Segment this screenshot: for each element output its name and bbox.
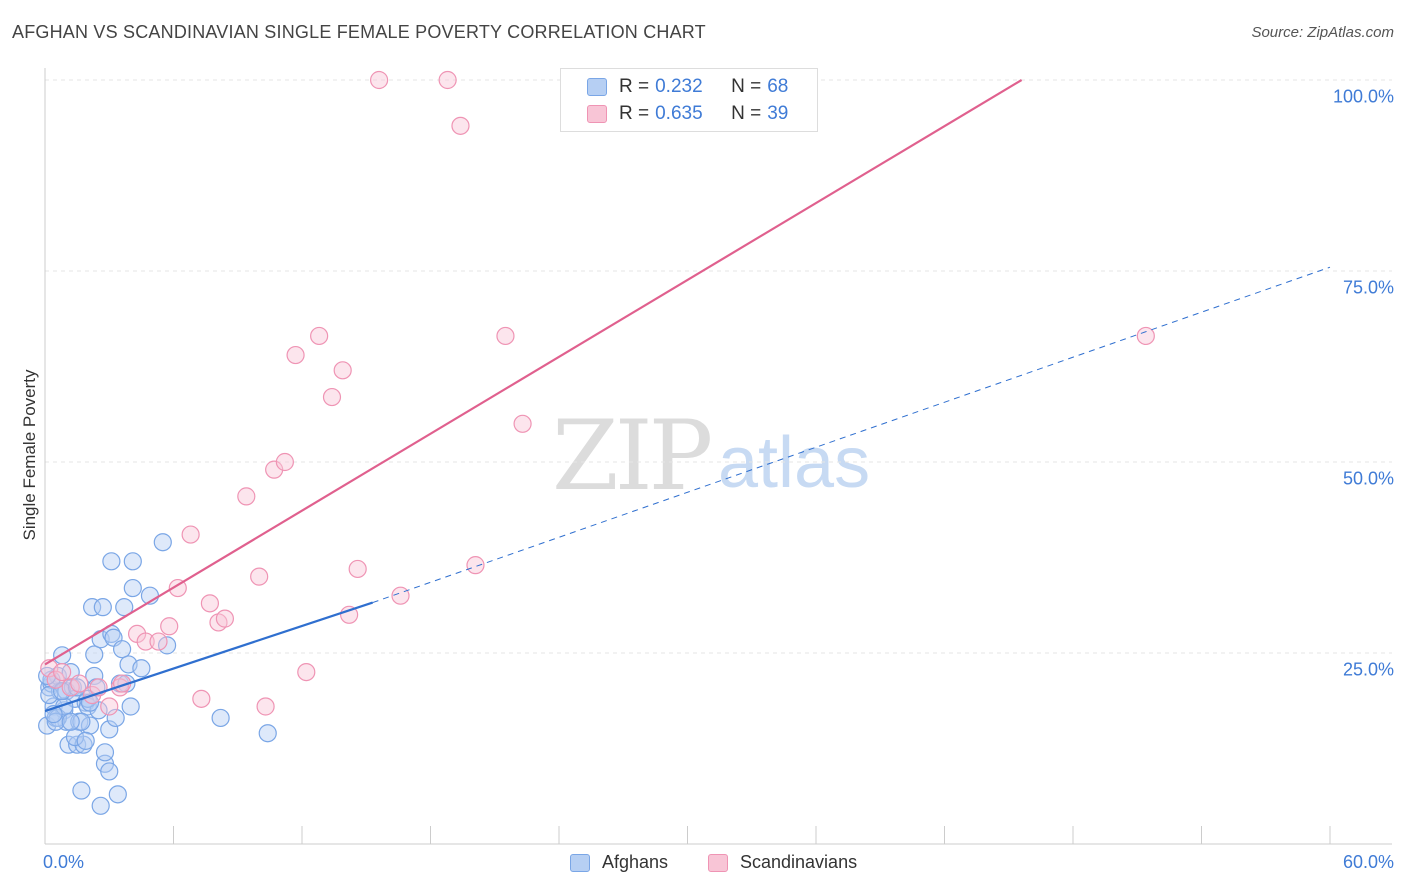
y-tick-label: 100.0% xyxy=(1332,86,1394,107)
scandinavians-point xyxy=(149,632,168,651)
afghans-point xyxy=(91,796,110,815)
afghans-point xyxy=(112,640,132,659)
trend-lines xyxy=(44,79,1331,713)
afghans-point xyxy=(123,578,142,598)
afghans-point xyxy=(85,666,104,686)
afghans-point xyxy=(108,785,127,804)
x-tick-max: 60.0% xyxy=(1342,852,1394,872)
afghans-point xyxy=(53,682,72,701)
afghans-point xyxy=(121,697,140,716)
y-axis-label: Single Female Poverty xyxy=(20,369,39,541)
scandinavians-trend-line xyxy=(44,79,1023,666)
scandinavians-point xyxy=(496,326,515,346)
afghans-trend-line xyxy=(44,601,374,713)
scandinavians-swatch xyxy=(708,853,728,872)
n-label: N = xyxy=(731,76,762,97)
afghans-point xyxy=(83,598,102,617)
scandinavians-point xyxy=(370,70,389,90)
scandinavians-point xyxy=(160,617,179,636)
n-value: 68 xyxy=(767,76,789,97)
r-value: 0.232 xyxy=(655,76,703,97)
afghans-swatch xyxy=(570,853,590,872)
watermark-zip: ZIP xyxy=(552,400,713,512)
scandinavians-point xyxy=(181,525,200,544)
afghans-point xyxy=(102,552,121,571)
r-label: R = xyxy=(619,76,650,97)
afghans-point xyxy=(106,708,125,728)
scandinavians-point xyxy=(333,361,352,380)
scandinavians-point xyxy=(451,116,470,135)
afghans-point xyxy=(72,712,91,731)
scandinavians-point xyxy=(513,414,532,433)
chart-title: AFGHAN VS SCANDINAVIAN SINGLE FEMALE POV… xyxy=(12,22,706,42)
afghans-point xyxy=(211,708,230,728)
scandinavians-point xyxy=(297,662,316,682)
axes xyxy=(44,68,1392,845)
scandinavians-point xyxy=(61,678,80,697)
n-label: N = xyxy=(731,103,762,124)
scandinavians-point xyxy=(53,662,72,682)
afghans-point xyxy=(85,645,104,664)
afghans-point xyxy=(93,598,112,617)
legend-afghans-label: Afghans xyxy=(602,852,669,872)
scandinavians-point xyxy=(237,487,256,506)
scandinavians-point xyxy=(310,326,329,346)
grid-lines xyxy=(45,79,1392,654)
watermark-atlas: atlas xyxy=(718,423,871,503)
scandinavians-point xyxy=(46,670,65,689)
afghans-point xyxy=(76,731,95,750)
legend-row-afghans: R = 0.232 N = 68 xyxy=(587,75,788,99)
afghans-point xyxy=(100,720,119,739)
afghans-point xyxy=(132,659,151,678)
legend-row-scandinavians: R = 0.635 N = 39 xyxy=(587,102,788,126)
y-tick-label: 25.0% xyxy=(1342,659,1394,680)
afghans-point xyxy=(123,552,142,571)
scandinavians-point xyxy=(100,697,119,716)
afghans-point xyxy=(258,724,277,743)
scandinavians-point xyxy=(466,556,485,575)
legend-scandinavians[interactable]: Scandinavians xyxy=(708,852,857,873)
r-label: R = xyxy=(619,103,650,124)
afghans-point xyxy=(95,743,115,762)
scandinavians-point xyxy=(250,567,269,586)
scandinavians-points xyxy=(40,70,1155,716)
scandinavians-point xyxy=(1136,326,1155,346)
legend-afghans[interactable]: Afghans xyxy=(570,852,668,873)
scandinavians-point xyxy=(322,387,342,407)
r-value: 0.635 xyxy=(655,103,703,124)
scandinavians-point xyxy=(438,70,457,90)
scandinavians-point xyxy=(70,674,89,693)
scandinavians-point xyxy=(286,345,305,365)
scandinavians-point xyxy=(340,605,359,624)
afghans-point xyxy=(61,712,80,731)
scandinavians-point xyxy=(275,452,294,472)
stats-legend: R = 0.232 N = 68 R = 0.635 N = 39 xyxy=(560,68,818,132)
source-label: Source: ZipAtlas.com xyxy=(1251,24,1394,41)
y-tick-label: 50.0% xyxy=(1342,468,1394,489)
scandinavians-point xyxy=(200,594,220,613)
afghans-point xyxy=(100,762,119,781)
scandinavians-point xyxy=(215,609,234,628)
legend-scandinavians-label: Scandinavians xyxy=(740,852,858,872)
afghans-point xyxy=(72,781,91,800)
scandinavians-swatch xyxy=(587,105,607,123)
scandinavians-point xyxy=(348,559,367,579)
afghans-swatch xyxy=(587,78,607,96)
afghans-trend-extension xyxy=(372,266,1331,604)
y-tick-label: 75.0% xyxy=(1342,277,1394,298)
afghans-point xyxy=(115,598,134,617)
afghans-point xyxy=(157,636,177,655)
x-tick-min: 0.0% xyxy=(43,852,85,872)
scandinavians-point xyxy=(192,689,211,708)
scandinavians-point xyxy=(168,578,187,598)
scandinavians-point xyxy=(136,632,155,651)
scandinavians-point xyxy=(256,697,275,716)
scandinavians-point xyxy=(391,586,410,605)
afghans-point xyxy=(153,533,172,552)
n-value: 39 xyxy=(767,103,789,124)
